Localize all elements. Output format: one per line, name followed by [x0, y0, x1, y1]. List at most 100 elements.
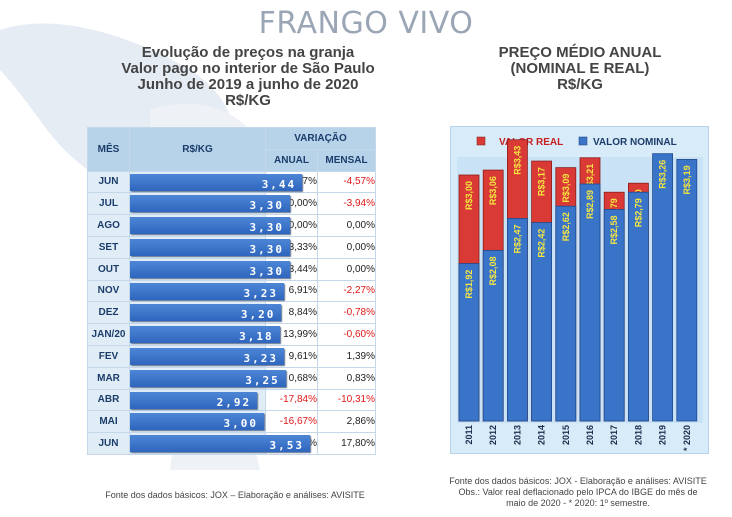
price-bar-cell: 3,18	[129, 323, 280, 346]
price-bar-cell: 3,25	[129, 366, 286, 390]
table-row: JUL 3,30 10,00% -3,94%	[87, 192, 376, 216]
price-bar-cell: 3,30	[129, 214, 291, 237]
month-cell: DEZ	[87, 301, 130, 325]
price-bar-cell: 3,00	[129, 410, 266, 434]
bar-nominal-label: R$2,58	[609, 215, 619, 244]
price-bar: 3,30	[130, 195, 291, 213]
bar-nominal	[652, 153, 674, 422]
price-bar-label: 3,30	[249, 221, 285, 235]
price-bar-cell: 3,30	[129, 235, 291, 259]
left-heading-line: Valor pago no interior de São Paulo	[121, 60, 375, 77]
month-cell: OUT	[87, 257, 130, 281]
monthly-variation-cell: -0,60%	[317, 323, 376, 346]
price-bar-cell: 3,30	[129, 257, 291, 281]
bar-real-label: R$3,09	[561, 174, 571, 203]
month-cell: MAI	[87, 410, 130, 434]
price-bar: 3,30	[130, 260, 291, 278]
bar-real-label: R$3,21	[585, 164, 595, 193]
price-bar: 3,23	[130, 282, 284, 300]
left-heading-line: R$/KG	[225, 92, 271, 109]
bar-real-label: R$3,06	[488, 176, 498, 205]
month-cell: MAR	[87, 366, 130, 390]
price-bar-cell: 3,44	[129, 170, 303, 194]
annual-variation-cell: -16,67%	[265, 410, 318, 434]
price-bar: 3,30	[130, 217, 291, 235]
header-month: MÊS	[87, 127, 130, 172]
bar-nominal	[603, 209, 625, 422]
right-heading-line: PREÇO MÉDIO ANUAL	[498, 44, 662, 61]
price-bar-label: 3,30	[249, 264, 285, 278]
price-bar-label: 3,00	[223, 417, 259, 431]
monthly-variation-cell: -10,31%	[317, 388, 376, 412]
table-row: MAI 3,00 -16,67% 2,86%	[87, 410, 376, 434]
x-tick-label: 2019	[658, 425, 668, 445]
bar-nominal-label: R$1,92	[464, 270, 474, 299]
bar-nominal-label: R$2,79	[633, 198, 643, 227]
annual-chart-frame: VALOR REAL VALOR NOMINAL R$3,00 R$1,92 2011 R…	[450, 126, 709, 454]
header-price: R$/KG	[129, 127, 266, 172]
price-bar-label: 3,23	[243, 286, 278, 300]
monthly-variation-cell: 2,86%	[317, 410, 376, 434]
price-bar-label: 3,18	[239, 330, 274, 344]
price-bar-cell: 2,92	[129, 388, 266, 412]
price-bar-cell: 3,23	[129, 344, 284, 368]
price-bar-cell: 3,23	[129, 279, 284, 303]
x-tick-label: 2014	[537, 425, 547, 445]
price-bar-label: 3,53	[269, 439, 304, 453]
table-row: MAR 3,25 0,68% 0,83%	[87, 366, 376, 390]
bar-nominal	[482, 250, 504, 422]
table-row: OUT 3,30 3,44% 0,00%	[87, 257, 376, 281]
bar-nominal-label: R$2,89	[585, 190, 595, 219]
bar-nominal-label: R$2,47	[512, 224, 522, 253]
bar-nominal-label: R$2,62	[561, 212, 571, 241]
bar-nominal	[676, 159, 698, 422]
source-line: Fonte dos dados básicos: JOX - Elaboraçã…	[449, 476, 707, 486]
x-tick-label: 2017	[609, 425, 619, 445]
price-table: MÊS R$/KG VARIAÇÃO ANUAL MENSAL JUN 3,44 1…	[87, 127, 376, 455]
monthly-variation-cell: 0,00%	[317, 214, 376, 237]
header-variation: VARIAÇÃO	[265, 127, 376, 150]
legend-real-label: VALOR REAL	[499, 137, 563, 148]
monthly-variation-cell: -0,78%	[317, 301, 376, 325]
month-cell: JUL	[87, 192, 130, 216]
price-bar-label: 3,30	[249, 199, 285, 213]
source-note-left: Fonte dos dados básicos: JOX – Elaboraçã…	[105, 490, 365, 500]
right-heading-line: R$/KG	[557, 76, 603, 93]
price-bar-cell: 3,53	[129, 432, 310, 455]
price-bar: 3,30	[130, 238, 291, 256]
month-cell: FEV	[87, 344, 130, 368]
bar-nominal	[579, 183, 601, 422]
x-tick-label: 2016	[585, 425, 595, 445]
page-title: FRANGO VIVO	[258, 6, 474, 41]
bar-nominal	[555, 205, 577, 422]
price-bar-label: 3,23	[243, 351, 278, 365]
price-bar: 3,18	[130, 326, 280, 344]
header-annual: ANUAL	[265, 148, 318, 172]
left-heading-line: Evolução de preços na granja	[141, 44, 355, 61]
x-tick-label: 2013	[512, 425, 522, 445]
month-cell: JUN	[87, 432, 130, 455]
table-row: NOV 3,23 6,91% -2,27%	[87, 279, 376, 303]
month-cell: JAN/20	[87, 323, 130, 346]
price-bar: 3,25	[130, 369, 286, 387]
legend-real-swatch	[476, 136, 486, 146]
price-bar: 3,23	[130, 347, 284, 365]
month-cell: JUN	[87, 170, 130, 194]
price-bar-label: 3,25	[245, 373, 280, 387]
month-cell: NOV	[87, 279, 130, 303]
price-bar: 3,20	[130, 304, 282, 322]
monthly-variation-cell: 1,39%	[317, 344, 376, 368]
legend-nominal-swatch	[578, 136, 588, 146]
monthly-variation-cell: 0,83%	[317, 366, 376, 390]
header-monthly: MENSAL	[317, 148, 376, 172]
table-row: SET 3,30 3,33% 0,00%	[87, 235, 376, 259]
left-chart-heading: Evolução de preços na granja Valor pago …	[78, 45, 418, 109]
price-bar-cell: 3,30	[129, 192, 291, 216]
month-cell: AGO	[87, 214, 130, 237]
bar-real-label: R$3,17	[537, 167, 547, 196]
annual-price-chart: VALOR REAL VALOR NOMINAL R$3,00 R$1,92 2011 R…	[457, 136, 703, 451]
bar-nominal	[507, 218, 528, 422]
table-row: AGO 3,30 10,00% 0,00%	[87, 214, 376, 237]
